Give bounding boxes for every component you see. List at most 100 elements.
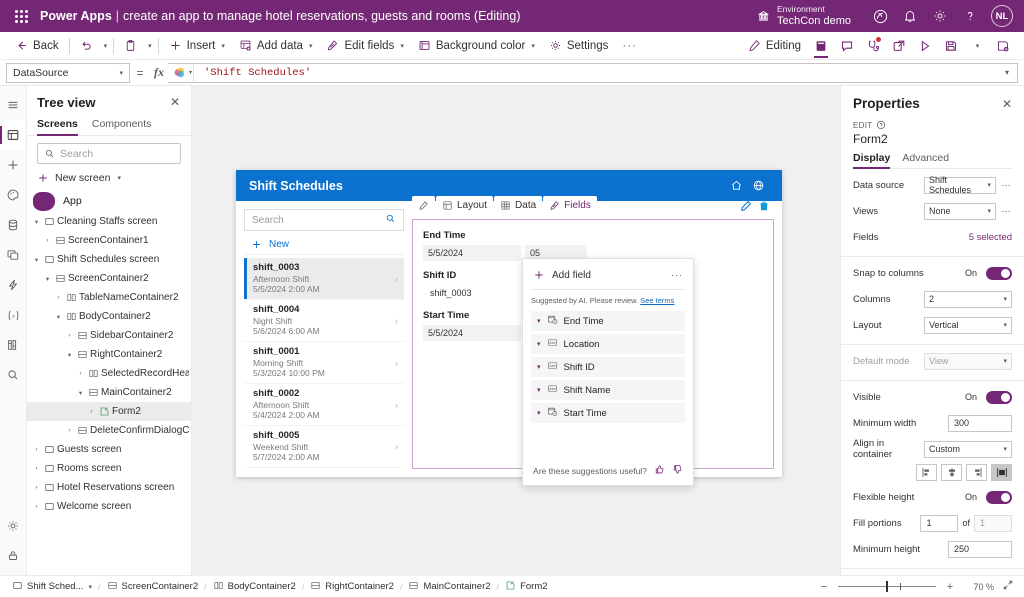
flexible-height-toggle[interactable] xyxy=(986,490,1012,504)
align-end-icon[interactable] xyxy=(966,464,987,481)
settings-gear-icon[interactable] xyxy=(925,1,955,31)
form-edit-icon-button[interactable] xyxy=(412,196,435,215)
chevron-icon[interactable]: ▾ xyxy=(34,218,39,226)
chevron-down-icon[interactable]: ▾ xyxy=(88,583,93,591)
field-suggestion-item[interactable]: ▾ Abc Shift ID xyxy=(531,357,685,377)
tree-node[interactable]: › SelectedRecordHeaderContai xyxy=(27,364,191,383)
add-data-button[interactable]: Add data ▾ xyxy=(232,35,320,57)
formula-expand-chevron-icon[interactable]: ▾ xyxy=(1004,68,1009,77)
minimum-width-input[interactable]: 300 xyxy=(948,414,1012,432)
views-select[interactable]: None ▾ xyxy=(924,202,996,220)
chevron-icon[interactable]: › xyxy=(57,294,60,301)
back-button[interactable]: Back xyxy=(8,35,66,57)
close-icon[interactable]: ✕ xyxy=(1001,96,1012,111)
zoom-in-button[interactable]: + xyxy=(946,580,954,593)
field-suggestion-item[interactable]: ▾ Abc Location xyxy=(531,334,685,354)
app-checker-icon[interactable] xyxy=(0,330,26,360)
edit-blue-pencil-icon[interactable] xyxy=(740,200,752,212)
data-source-more-icon[interactable]: ⋯ xyxy=(1001,179,1011,190)
hamburger-menu-icon[interactable] xyxy=(0,90,26,120)
chevron-icon[interactable]: › xyxy=(35,446,38,453)
fields-selected-link[interactable]: 5 selected xyxy=(968,231,1012,243)
formula-input[interactable]: ▾ 'Shift Schedules' ▾ xyxy=(168,62,1018,83)
share-icon[interactable] xyxy=(886,34,912,58)
chevron-icon[interactable]: › xyxy=(35,503,38,510)
chevron-right-icon[interactable]: › xyxy=(395,441,398,452)
breadcrumb-item[interactable]: ScreenContainer2 xyxy=(101,580,205,594)
globe-icon[interactable] xyxy=(747,175,769,197)
chevron-down-icon[interactable]: ▾ xyxy=(537,387,541,394)
preview-play-icon[interactable] xyxy=(912,34,938,58)
form-layout-button[interactable]: Layout xyxy=(436,196,494,215)
tree-node[interactable]: › TableNameContainer2 xyxy=(27,288,191,307)
gallery-item[interactable]: shift_0005 Weekend Shift 5/7/2024 2:00 A… xyxy=(244,426,404,468)
tree-node[interactable]: ▾ Cleaning Staffs screen xyxy=(27,212,191,231)
visible-toggle[interactable] xyxy=(986,390,1012,404)
chevron-icon[interactable]: › xyxy=(35,484,38,491)
app-checker-icon[interactable] xyxy=(808,34,834,58)
form-fields-button[interactable]: Fields xyxy=(543,196,597,215)
data-source-select[interactable]: Shift Schedules ▾ xyxy=(924,175,996,195)
chevron-right-icon[interactable]: › xyxy=(395,357,398,368)
chevron-icon[interactable]: ▾ xyxy=(67,351,72,359)
tree-node[interactable]: ▾ Shift Schedules screen xyxy=(27,250,191,269)
gallery-item[interactable]: shift_0003 Afternoon Shift 5/5/2024 2:00… xyxy=(244,258,404,300)
tree-view-icon[interactable] xyxy=(0,120,26,150)
background-color-button[interactable]: Background color ▾ xyxy=(411,35,542,57)
add-field-button[interactable]: Add field ··· xyxy=(531,265,685,285)
zoom-out-button[interactable]: − xyxy=(820,580,828,593)
home-icon[interactable] xyxy=(725,175,747,197)
chevron-down-icon[interactable]: ▾ xyxy=(537,341,541,348)
insert-button[interactable]: Insert ▾ xyxy=(162,35,232,57)
chevron-icon[interactable]: › xyxy=(68,332,71,339)
copilot-formula-icon[interactable]: ▾ xyxy=(172,63,194,82)
thumbs-down-icon[interactable] xyxy=(672,464,683,477)
chevron-icon[interactable]: ▾ xyxy=(78,389,83,397)
environment-picker[interactable]: Environment TechCon demo xyxy=(755,4,851,27)
tree-node[interactable]: › Rooms screen xyxy=(27,459,191,478)
tree-node[interactable]: ▾ MainContainer2 xyxy=(27,383,191,402)
gallery-search-input[interactable]: Search xyxy=(244,209,404,231)
columns-select[interactable]: 2 ▾ xyxy=(924,290,1012,308)
fill-portions-input[interactable]: 1 xyxy=(920,514,959,532)
form-field[interactable]: Shift ID shift_0003 xyxy=(423,270,763,301)
chevron-right-icon[interactable]: › xyxy=(395,399,398,410)
align-stretch-icon[interactable] xyxy=(991,464,1012,481)
align-select[interactable]: Custom ▾ xyxy=(924,440,1012,458)
breadcrumb-item[interactable]: BodyContainer2 xyxy=(207,580,302,594)
chevron-down-icon[interactable]: ▾ xyxy=(537,364,541,371)
tree-node[interactable]: ▾ RightContainer2 xyxy=(27,345,191,364)
tree-node[interactable]: › Form2 xyxy=(27,402,191,421)
tab-display[interactable]: Display xyxy=(853,152,891,169)
form-field-value[interactable]: shift_0003 xyxy=(430,288,472,298)
save-icon[interactable] xyxy=(938,34,964,58)
tree-node[interactable]: › ScreenContainer1 xyxy=(27,231,191,250)
form-field[interactable]: End Time 5/5/2024 05 xyxy=(423,230,763,261)
chevron-down-icon[interactable]: ▾ xyxy=(537,410,541,417)
zoom-slider[interactable] xyxy=(838,581,936,592)
gallery-item[interactable]: shift_0002 Afternoon Shift 5/4/2024 2:00… xyxy=(244,384,404,426)
app-canvas[interactable]: Shift Schedules Search xyxy=(192,86,840,575)
fields-flyout-panel[interactable]: Add field ··· Suggested by AI. Please re… xyxy=(522,258,694,486)
snap-toggle[interactable] xyxy=(986,266,1012,280)
chevron-icon[interactable]: › xyxy=(90,408,93,415)
zoom-slider-thumb[interactable] xyxy=(886,581,888,592)
paste-chevron-icon[interactable]: ▾ xyxy=(148,42,152,50)
insert-plus-icon[interactable] xyxy=(0,150,26,180)
views-more-icon[interactable]: ⋯ xyxy=(1001,205,1011,216)
tree-node[interactable]: › SidebarContainer2 xyxy=(27,326,191,345)
settings-button[interactable]: Settings xyxy=(542,35,616,57)
tab-advanced[interactable]: Advanced xyxy=(902,152,950,164)
chevron-icon[interactable]: ▾ xyxy=(56,313,61,321)
app-launcher-icon[interactable] xyxy=(8,3,34,29)
copilot-stethoscope-icon[interactable] xyxy=(860,34,886,58)
advanced-tools-icon[interactable] xyxy=(0,541,26,571)
chevron-right-icon[interactable]: › xyxy=(395,273,398,284)
tree-search-input[interactable]: Search xyxy=(37,143,181,164)
comments-icon[interactable] xyxy=(834,34,860,58)
tree-node[interactable]: › Hotel Reservations screen xyxy=(27,478,191,497)
data-cylinder-icon[interactable] xyxy=(0,210,26,240)
chevron-right-icon[interactable]: › xyxy=(395,315,398,326)
chevron-icon[interactable]: › xyxy=(35,465,38,472)
chevron-icon[interactable]: ▾ xyxy=(34,256,39,264)
